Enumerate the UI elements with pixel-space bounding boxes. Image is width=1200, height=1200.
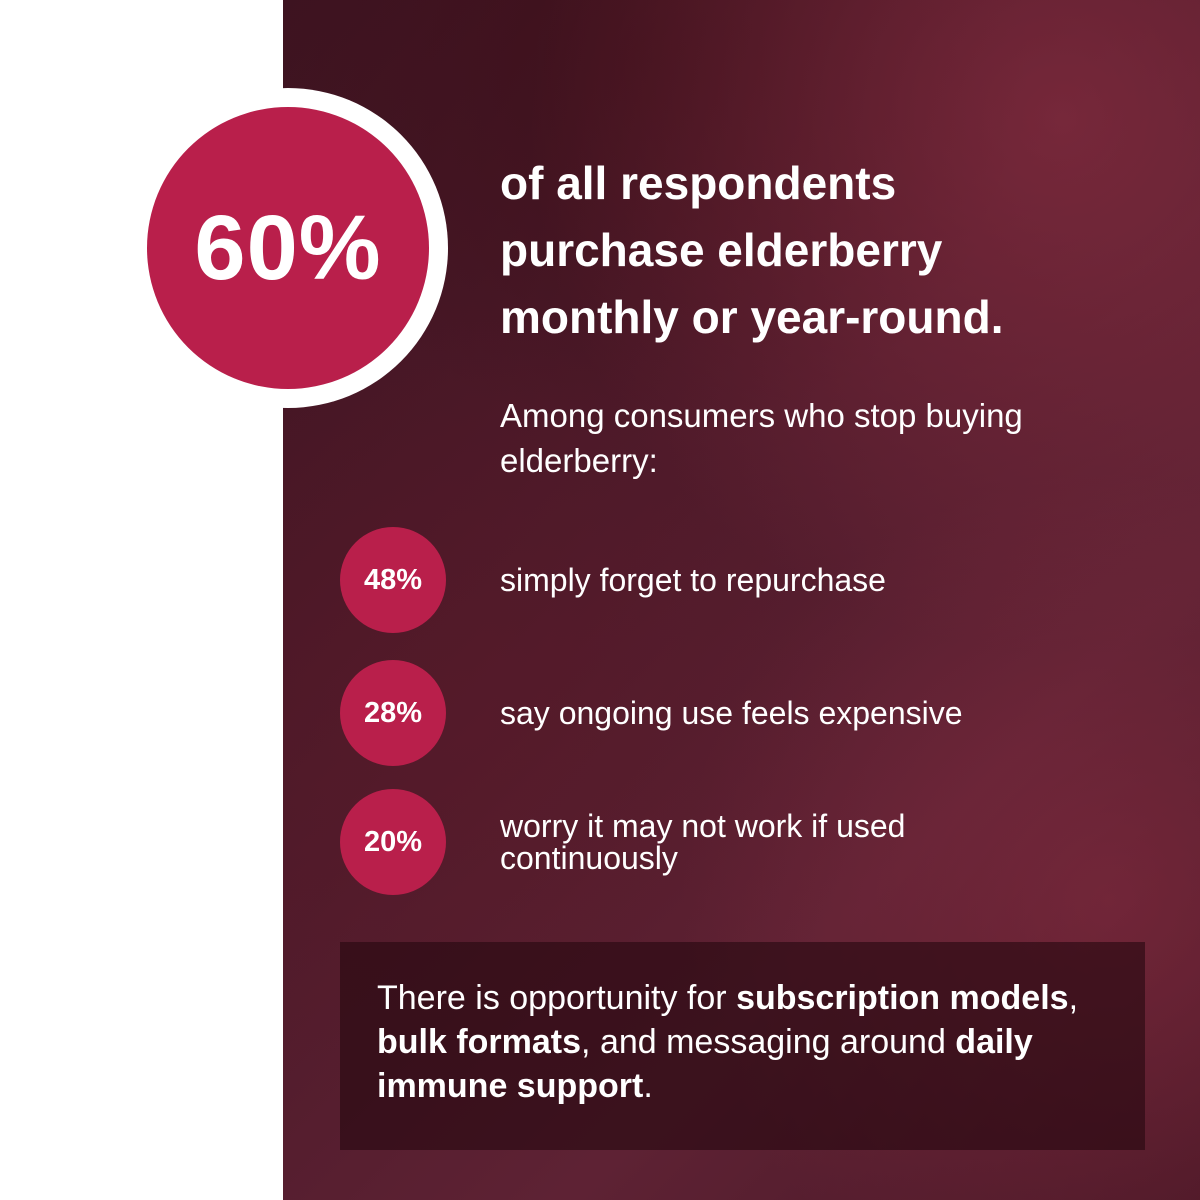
stat-item: 28% say ongoing use feels expensive [340, 660, 1180, 766]
stat-circle: 48% [340, 527, 446, 633]
subheading: Among consumers who stop buying elderber… [500, 397, 1023, 479]
stat-circle: 20% [340, 789, 446, 895]
callout-span: . [643, 1067, 653, 1105]
hero-stat-circle: 60% [147, 107, 429, 389]
stat-text: simply forget to repurchase [500, 562, 886, 598]
stat-item: 20% worry it may not work if used contin… [340, 789, 1180, 895]
headline-line: purchase elderberry [500, 224, 943, 276]
stat-value: 48% [363, 563, 423, 596]
callout-span: , and messaging around [581, 1023, 956, 1061]
stat-circle: 28% [340, 660, 446, 766]
stat-text: worry it may not work if used continuous… [500, 808, 906, 876]
stat-value: 20% [363, 825, 423, 858]
headline-line: of all respondents [500, 157, 897, 209]
callout-emphasis: subscription models [736, 979, 1069, 1017]
callout-emphasis: daily immune support [377, 1023, 1033, 1105]
headline-line: monthly or year-round. [500, 291, 1004, 343]
callout-text: There is opportunity for subscription mo… [377, 976, 1117, 1108]
callout-emphasis: bulk formats [377, 1023, 582, 1061]
callout-box: There is opportunity for subscription mo… [340, 942, 1145, 1150]
headline: of all respondents purchase elderberry m… [500, 150, 1160, 351]
hero-stat: 60% [194, 196, 382, 299]
callout-span: There is opportunity for [377, 979, 737, 1017]
stat-item: 48% simply forget to repurchase [340, 527, 1180, 633]
stat-value: 28% [363, 696, 423, 729]
callout-span: , [1068, 979, 1079, 1017]
stat-text: say ongoing use feels expensive [500, 695, 963, 731]
